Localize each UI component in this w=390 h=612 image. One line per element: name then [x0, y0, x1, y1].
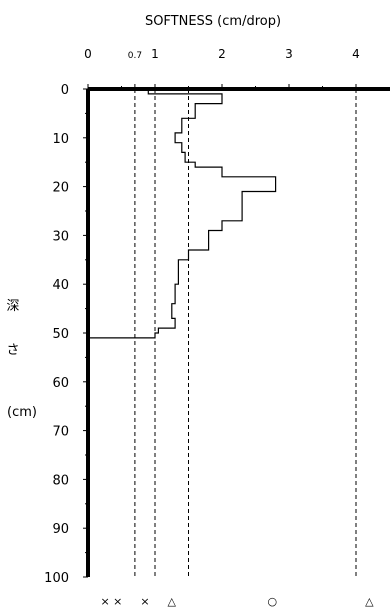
x-tick-label: 4 — [352, 47, 360, 61]
y-tick-label: 50 — [52, 327, 69, 342]
y-axis-label-part: (cm) — [7, 405, 37, 420]
reference-lines — [134, 89, 357, 577]
softness-profile-line — [88, 89, 277, 339]
y-axis-label-part: 深 — [6, 299, 19, 314]
axes — [86, 87, 390, 577]
x-tick-label: 1 — [151, 47, 159, 61]
category-marker: △ — [365, 595, 374, 608]
category-marker: × — [140, 595, 149, 608]
y-tick-label: 40 — [52, 278, 69, 293]
y-tick-label: 20 — [52, 181, 69, 196]
y-tick-label: 0 — [61, 83, 69, 98]
category-markers: × × × △ ○ △ — [100, 595, 374, 608]
y-tick-label: 30 — [52, 229, 69, 244]
category-marker: ○ — [267, 595, 277, 608]
y-axis-label-part: さ — [6, 343, 19, 358]
x-tick-label: 3 — [285, 47, 293, 61]
y-tick-label: 70 — [52, 425, 69, 440]
y-tick-label: 80 — [52, 473, 69, 488]
x-tick-label: 0 — [84, 47, 92, 61]
y-tick-label: 90 — [52, 522, 69, 537]
y-tick-label: 60 — [52, 376, 69, 391]
x-axis-ticks: 0 0.7 1 2 3 4 — [84, 47, 360, 89]
y-tick-label: 100 — [44, 571, 69, 586]
x-tick-label: 0.7 — [128, 51, 142, 61]
y-axis-ticks: 0 10 20 30 40 50 60 70 80 90 100 — [44, 83, 88, 586]
y-axis-label: 深さ (cm) — [6, 299, 36, 420]
category-marker: × × — [100, 595, 122, 608]
category-marker: △ — [168, 595, 177, 608]
chart-title: SOFTNESS (cm/drop) — [145, 14, 281, 29]
x-tick-label: 2 — [218, 47, 226, 61]
y-tick-label: 10 — [52, 132, 69, 147]
